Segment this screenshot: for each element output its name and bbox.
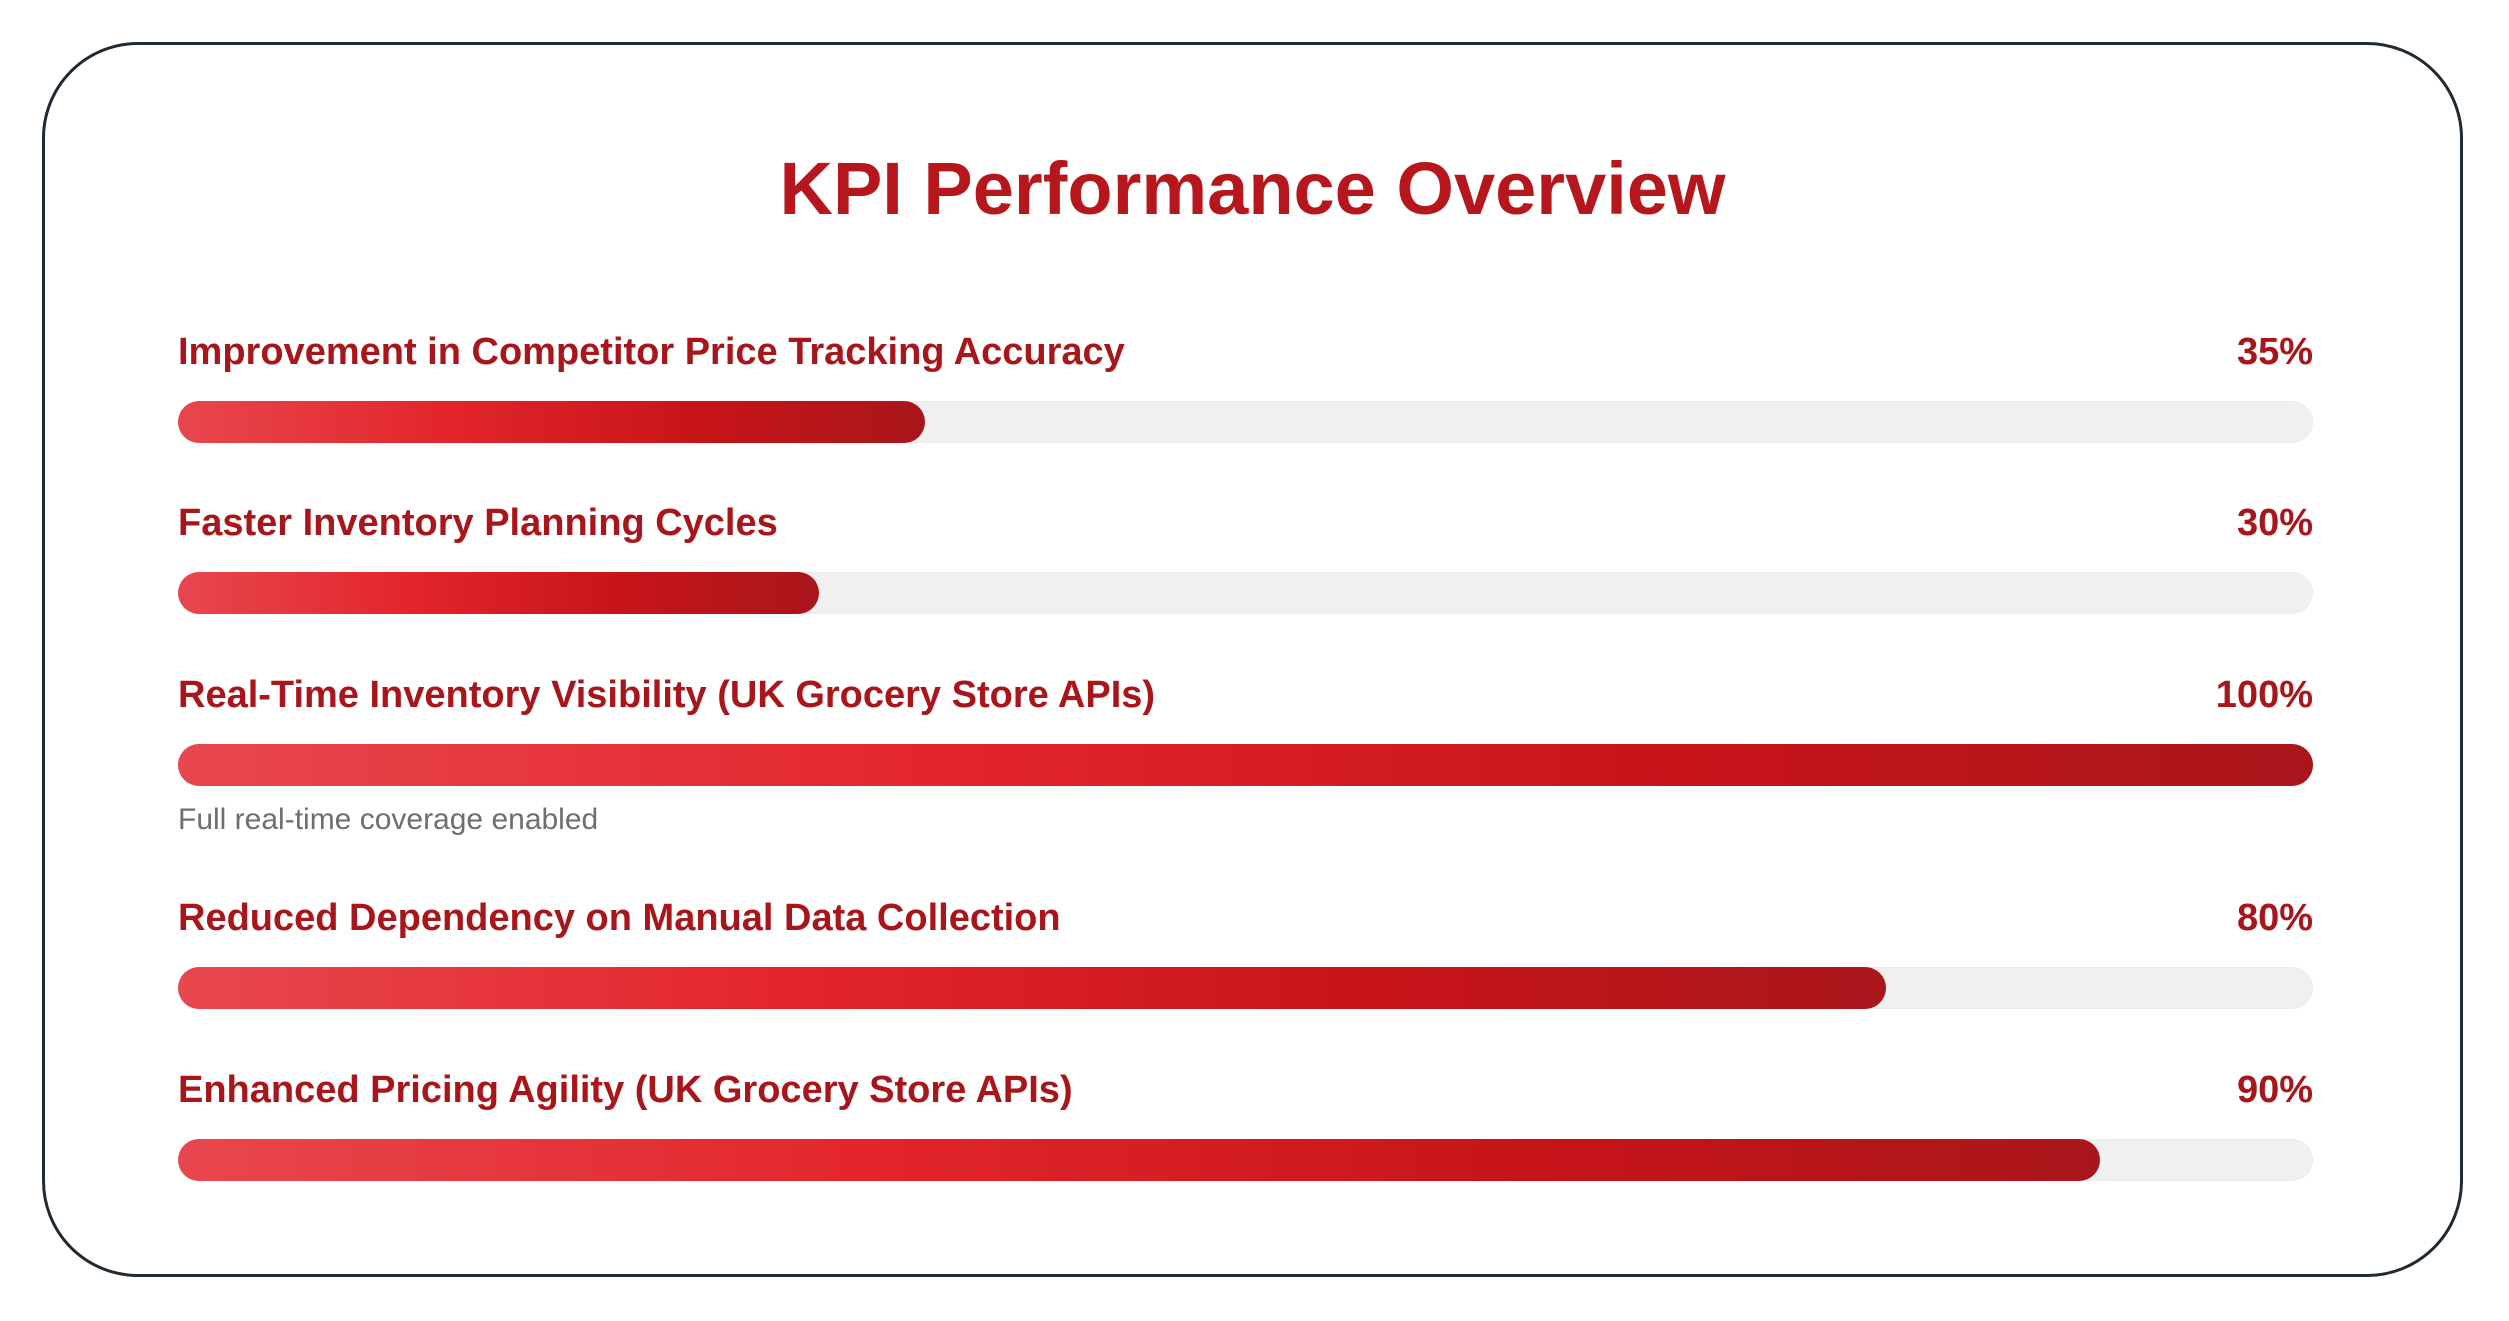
kpi-row-pricing-agility: Enhanced Pricing Agility (UK Grocery Sto… bbox=[178, 1065, 2313, 1181]
kpi-label: Improvement in Competitor Price Tracking… bbox=[178, 331, 1125, 373]
kpi-bar bbox=[178, 967, 1886, 1009]
kpi-track bbox=[178, 572, 2313, 614]
chart-title: KPI Performance Overview bbox=[779, 147, 1726, 230]
kpi-bar bbox=[178, 1139, 2100, 1181]
kpi-label: Faster Inventory Planning Cycles bbox=[178, 502, 778, 544]
kpi-bar bbox=[178, 744, 2313, 786]
kpi-value: 80% bbox=[2236, 897, 2313, 939]
kpi-value: 30% bbox=[2236, 502, 2313, 544]
kpi-track bbox=[178, 967, 2313, 1009]
kpi-value: 35% bbox=[2236, 331, 2313, 373]
kpi-bar bbox=[178, 401, 926, 443]
kpi-row-manual-data: Reduced Dependency on Manual Data Collec… bbox=[178, 893, 2313, 1009]
kpi-row-inventory-visibility: Real-Time Inventory Visibility (UK Groce… bbox=[178, 670, 2313, 840]
kpi-track bbox=[178, 401, 2313, 443]
kpi-value: 100% bbox=[2215, 674, 2313, 716]
kpi-card: KPI Performance Overview Improvement in … bbox=[42, 42, 2463, 1277]
kpi-label: Reduced Dependency on Manual Data Collec… bbox=[178, 897, 1061, 939]
kpi-track bbox=[178, 744, 2313, 786]
kpi-label: Enhanced Pricing Agility (UK Grocery Sto… bbox=[178, 1069, 1073, 1111]
kpi-row-price-tracking: Improvement in Competitor Price Tracking… bbox=[178, 327, 2313, 443]
kpi-label: Real-Time Inventory Visibility (UK Groce… bbox=[178, 674, 1156, 716]
kpi-annotation: Full real-time coverage enabled bbox=[178, 803, 599, 836]
kpi-row-inventory-planning: Faster Inventory Planning Cycles 30% bbox=[178, 498, 2313, 614]
kpi-track bbox=[178, 1139, 2313, 1181]
kpi-bar bbox=[178, 572, 819, 614]
kpi-value: 90% bbox=[2236, 1069, 2313, 1111]
